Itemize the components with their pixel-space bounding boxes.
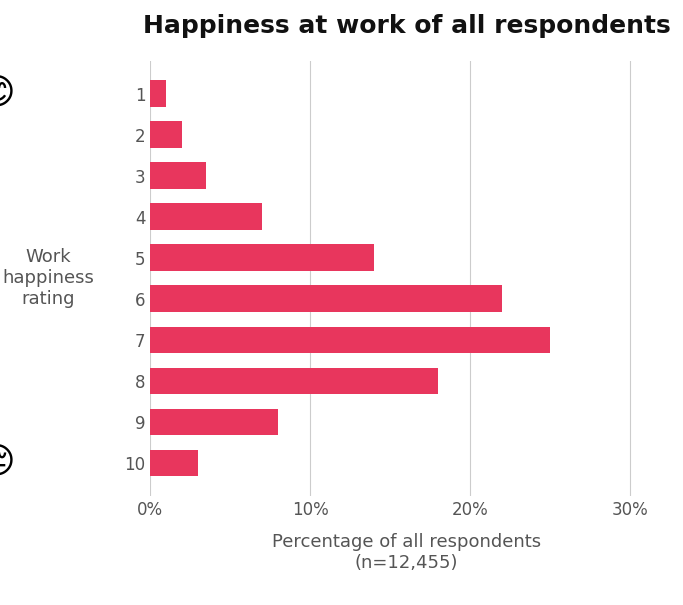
Bar bbox=[150, 203, 262, 230]
Bar bbox=[150, 244, 374, 271]
Bar bbox=[150, 286, 503, 312]
Y-axis label: Work
happiness
rating: Work happiness rating bbox=[2, 249, 94, 308]
Text: 😊: 😊 bbox=[0, 77, 16, 111]
Bar bbox=[150, 80, 166, 107]
X-axis label: Percentage of all respondents
(n=12,455): Percentage of all respondents (n=12,455) bbox=[272, 533, 541, 572]
Bar bbox=[150, 408, 279, 435]
Bar bbox=[150, 162, 206, 189]
Text: 😔: 😔 bbox=[0, 446, 16, 480]
Bar bbox=[150, 450, 198, 476]
Bar bbox=[150, 368, 438, 394]
Bar bbox=[150, 122, 182, 148]
Bar bbox=[150, 327, 550, 353]
Title: Happiness at work of all respondents: Happiness at work of all respondents bbox=[143, 14, 670, 38]
